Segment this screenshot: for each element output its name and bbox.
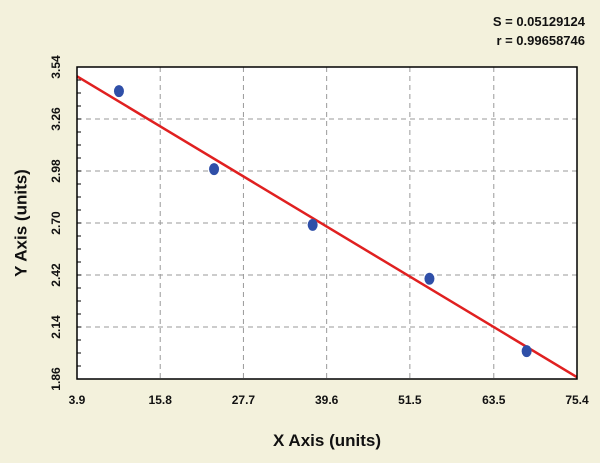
y-tick-label: 2.70 <box>49 211 63 235</box>
points-layer <box>113 85 532 358</box>
y-tick-label: 3.26 <box>49 107 63 131</box>
y-tick-label: 1.86 <box>49 367 63 391</box>
y-axis-title: Y Axis (units) <box>11 169 30 277</box>
y-tick-labels: 1.86 2.14 2.42 2.70 2.98 3.26 3.54 <box>49 55 63 391</box>
data-point <box>424 272 435 285</box>
data-point <box>521 345 532 358</box>
x-tick-label: 63.5 <box>482 393 506 407</box>
y-tick-label: 2.42 <box>49 263 63 287</box>
plot-frame <box>76 66 578 380</box>
fit-statistics: S = 0.05129124 r = 0.99658746 <box>493 12 585 50</box>
x-tick-label: 27.7 <box>232 393 256 407</box>
s-statistic: S = 0.05129124 <box>492 14 585 29</box>
data-point <box>209 163 220 176</box>
x-tick-label: 51.5 <box>398 393 422 407</box>
x-tick-label: 3.9 <box>69 393 86 407</box>
data-point <box>113 85 124 98</box>
x-tick-label: 15.8 <box>149 393 173 407</box>
fit-line <box>76 75 578 379</box>
y-tick-label: 3.54 <box>49 55 63 79</box>
y-tick-label: 2.98 <box>49 159 63 183</box>
x-tick-labels: 3.9 15.8 27.7 39.6 51.5 63.5 75.4 <box>69 393 589 407</box>
r-statistic: r = 0.99658746 <box>496 33 585 48</box>
y-tick-label: 2.14 <box>49 315 63 339</box>
data-point <box>307 218 318 231</box>
fit-line-layer <box>76 75 578 379</box>
x-axis-title: X Axis (units) <box>273 431 381 450</box>
x-tick-label: 75.4 <box>565 393 589 407</box>
x-tick-label: 39.6 <box>315 393 339 407</box>
